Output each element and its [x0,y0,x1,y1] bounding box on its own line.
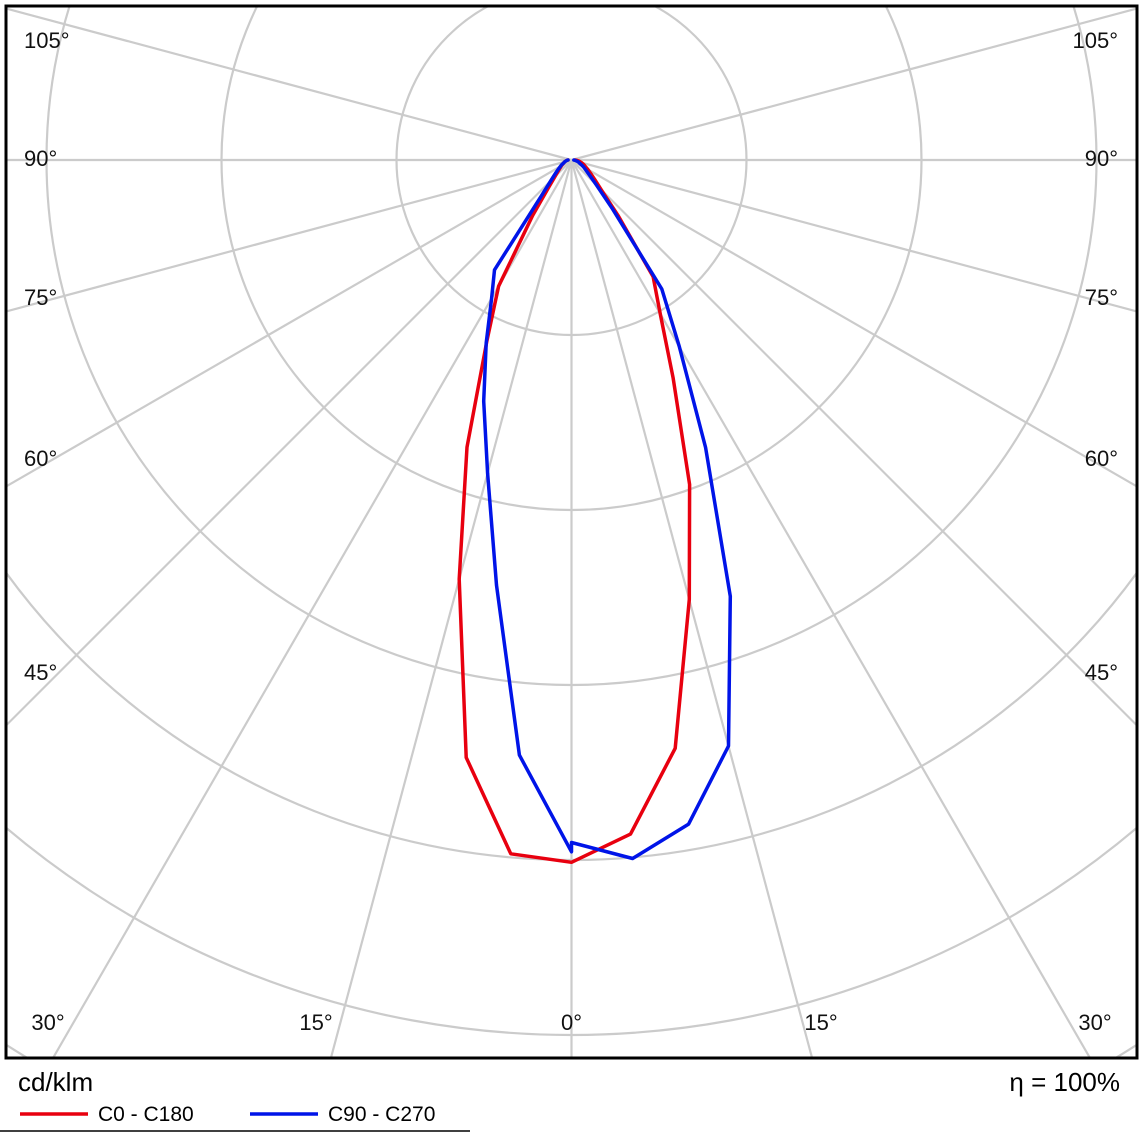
grid-ray [570,159,1137,488]
legend: C0 - C180 C90 - C270 [20,1103,435,1126]
angle-label-bottom: 30° [31,1010,64,1035]
angle-label-bottom: 30° [1078,1010,1111,1035]
angle-label-left: 75° [24,285,57,310]
grid-ray [6,158,572,313]
angle-label-bottom: 0° [561,1010,582,1035]
grid-ray [6,159,573,728]
angle-axis-labels: 105° 90° 75° 60° 45° 105° 90° 75° 60° 45° 30° 15° 0°… [24,28,1118,1035]
grid-ray [570,159,1092,1058]
efficiency-label: η = 100% [1009,1067,1120,1097]
grid-ray [329,159,573,1058]
angle-label-bottom: 15° [804,1010,837,1035]
grid-ray [6,7,572,162]
angle-label-right: 60° [1085,446,1118,471]
angle-label-bottom: 15° [299,1010,332,1035]
plot-border [4,4,1139,1060]
angle-label-right: 45° [1085,660,1118,685]
legend-label-c0-c180: C0 - C180 [98,1103,194,1126]
angle-label-left: 105° [24,28,70,53]
angle-label-left: 45° [24,660,57,685]
angle-label-right: 90° [1085,146,1118,171]
grid-ray [570,159,814,1058]
unit-label: cd/klm [18,1067,93,1097]
angle-label-right: 105° [1072,28,1118,53]
footer: cd/klm η = 100% C0 - C180 C90 - C270 [0,1067,1120,1132]
grid-ray [6,159,573,488]
angle-label-right: 75° [1085,285,1118,310]
intensity-curves [457,158,733,865]
angle-label-left: 90° [24,146,57,171]
legend-label-c90-c270: C90 - C270 [328,1103,435,1126]
angle-label-left: 60° [24,446,57,471]
grid-ray [51,159,573,1058]
curve-C90-C270 [481,158,733,861]
grid-ray [571,7,1137,162]
grid-ray [571,158,1137,313]
grid-ray [570,159,1137,728]
